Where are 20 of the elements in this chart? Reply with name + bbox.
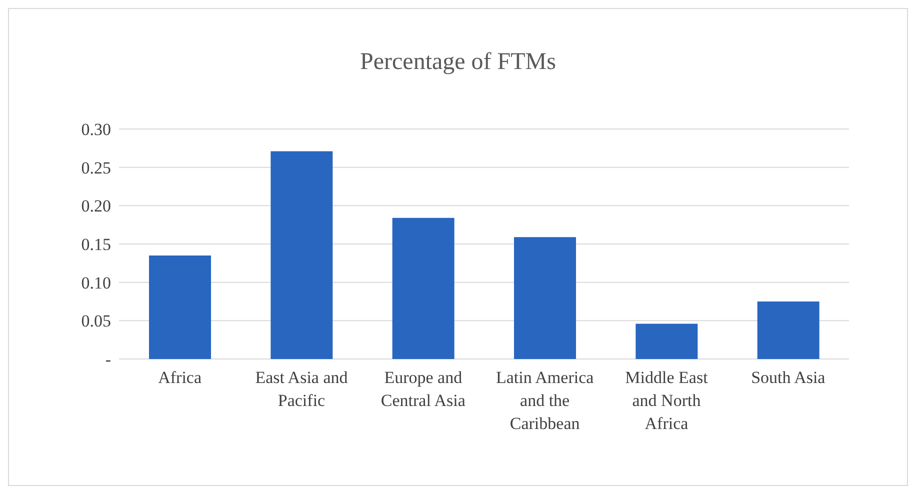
bar	[636, 324, 698, 359]
bar	[270, 151, 333, 359]
bar	[392, 218, 454, 359]
bar	[514, 237, 576, 359]
x-tick-label: East Asia and Pacific	[255, 368, 348, 410]
y-tick-label: 0.25	[81, 158, 111, 178]
y-tick-label: 0.30	[81, 120, 111, 140]
chart-title: Percentage of FTMs	[359, 49, 557, 76]
bar	[149, 256, 211, 359]
y-tick-label: 0.10	[81, 273, 111, 292]
x-tick-label: Latin America and the Caribbean	[496, 368, 594, 433]
y-tick-label: 0.15	[81, 235, 111, 254]
y-tick-label: 0.20	[81, 196, 111, 216]
y-tick-label: 0.05	[81, 312, 111, 331]
x-tick-label: Europe and Central Asia	[380, 368, 466, 410]
bar	[757, 302, 820, 359]
y-tick-label: -	[105, 350, 112, 370]
x-tick-label: South Asia	[751, 368, 826, 387]
x-tick-label: Middle East and North Africa	[625, 368, 708, 433]
x-tick-label: Africa	[158, 368, 202, 387]
